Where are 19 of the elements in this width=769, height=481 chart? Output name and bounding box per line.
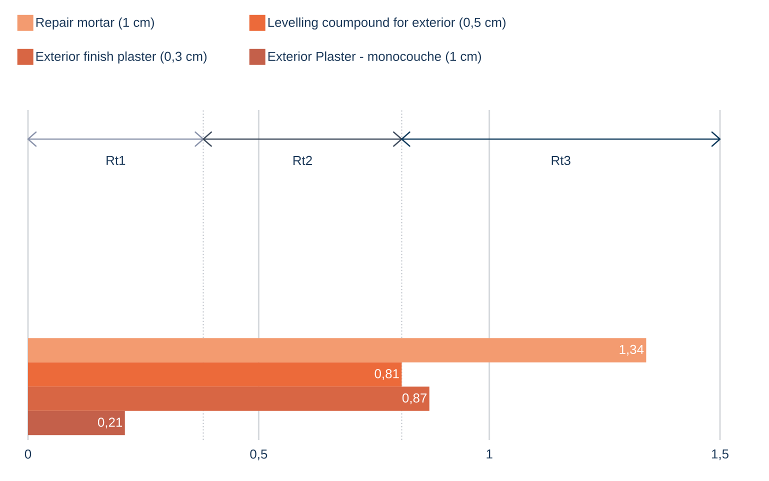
x-tick-label: 0 bbox=[24, 450, 32, 459]
bar bbox=[28, 338, 646, 362]
x-tick-label: 1,5 bbox=[712, 450, 728, 460]
bar bbox=[28, 362, 402, 387]
legend-label: Exterior finish plaster (0,3 cm) bbox=[36, 51, 207, 64]
bar bbox=[28, 410, 125, 436]
data-label: 0,81 bbox=[374, 369, 399, 380]
data-label: 0,87 bbox=[402, 393, 427, 404]
legend-label: Levelling coumpound for exterior (0,5 cm) bbox=[268, 17, 506, 30]
legend-label: Repair mortar (1 cm) bbox=[36, 17, 154, 30]
data-label: 1,34 bbox=[620, 344, 644, 356]
text: Rt2 bbox=[293, 156, 312, 166]
x-tick-label: 0,5 bbox=[250, 450, 268, 460]
legend-label: Exterior Plaster - monocouche (1 cm) bbox=[268, 51, 482, 64]
text: Rt3 bbox=[552, 156, 570, 166]
data-label: 0,21 bbox=[98, 418, 122, 428]
bar bbox=[28, 386, 430, 411]
x-tick-label: 1 bbox=[486, 450, 492, 458]
text: Rt1 bbox=[106, 156, 126, 165]
